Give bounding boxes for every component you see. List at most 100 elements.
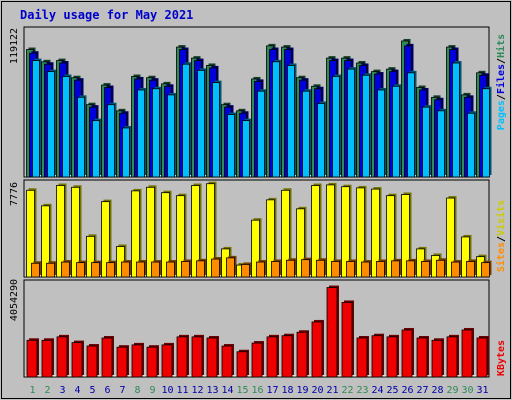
- x-tick-label-day-3: 3: [59, 385, 65, 396]
- bar-kbytes-day-4: [71, 340, 84, 378]
- bar-pages-day-21: [332, 74, 342, 178]
- x-tick-label-day-7: 7: [119, 385, 125, 396]
- bar-sites-day-22-face: [346, 261, 355, 278]
- bar-kbytes-day-26: [401, 327, 414, 378]
- bar-kbytes-day-28: [431, 338, 444, 378]
- bar-pages-day-29-face: [452, 62, 460, 178]
- x-tick-label-day-20: 20: [311, 385, 323, 396]
- bar-sites-day-29: [451, 260, 462, 278]
- bar-sites-day-2: [46, 261, 57, 278]
- bar-visits-day-10-face: [161, 192, 170, 278]
- bar-pages-day-20: [317, 101, 327, 178]
- bar-visits-day-25: [386, 193, 397, 278]
- bar-visits-day-6-face: [101, 201, 110, 278]
- bar-sites-day-17: [271, 259, 282, 278]
- bar-pages-day-31: [482, 86, 492, 178]
- x-tick-label-day-16: 16: [251, 385, 263, 396]
- bar-sites-day-29-face: [451, 261, 460, 278]
- bar-kbytes-day-24-face: [371, 335, 383, 378]
- middle-legend-slash: /: [496, 236, 507, 242]
- bar-sites-day-18-face: [286, 259, 295, 278]
- bar-kbytes-day-8: [131, 342, 144, 378]
- top-legend-pages: Pages: [496, 100, 507, 130]
- bar-pages-day-20-face: [317, 103, 325, 178]
- bar-visits-day-13: [206, 181, 217, 278]
- bar-kbytes-day-3-face: [56, 336, 68, 378]
- bar-sites-day-18: [286, 258, 297, 278]
- x-tick-label-day-25: 25: [386, 385, 398, 396]
- bar-sites-day-12-face: [196, 260, 205, 278]
- x-tick-label-day-26: 26: [401, 385, 413, 396]
- bar-kbytes-day-10-face: [161, 344, 173, 378]
- bar-kbytes-day-29-face: [446, 336, 458, 378]
- bar-visits-day-21-face: [326, 184, 335, 278]
- bar-pages-day-1-face: [32, 60, 40, 178]
- bar-sites-day-14: [226, 255, 237, 278]
- bar-pages-day-28-face: [437, 110, 445, 178]
- bar-kbytes-day-1-face: [26, 339, 38, 378]
- middle-legend-sites: Sites: [495, 242, 507, 272]
- bar-pages-day-26-face: [407, 72, 415, 178]
- bar-kbytes-day-14: [221, 344, 234, 378]
- bar-sites-day-20-face: [316, 259, 325, 278]
- bar-sites-day-8: [136, 260, 147, 278]
- bar-pages-day-23: [362, 73, 372, 178]
- bar-kbytes-day-16-face: [251, 342, 263, 378]
- bar-kbytes-day-5-face: [86, 345, 98, 378]
- bar-sites-day-22: [346, 259, 357, 278]
- bar-pages-day-7: [122, 125, 132, 178]
- x-tick-label-day-9: 9: [149, 385, 155, 396]
- bar-kbytes-day-6: [101, 336, 114, 378]
- bar-kbytes-day-31: [476, 336, 489, 378]
- x-tick-label-day-2: 2: [44, 385, 50, 396]
- bar-kbytes-day-14-face: [221, 345, 233, 378]
- bar-sites-day-15-face: [241, 264, 250, 278]
- bar-pages-day-30: [467, 111, 477, 178]
- bar-kbytes-day-21-face: [326, 287, 338, 378]
- x-tick-label-day-27: 27: [416, 385, 428, 396]
- bar-sites-day-28-face: [436, 259, 445, 278]
- x-tick-label-day-8: 8: [134, 385, 140, 396]
- bar-kbytes-day-4-face: [71, 342, 83, 378]
- bar-pages-day-9-face: [152, 88, 160, 178]
- bar-pages-day-8: [137, 87, 147, 178]
- bar-pages-day-12: [197, 68, 207, 178]
- chart-title: Daily usage for May 2021: [20, 8, 193, 22]
- bar-sites-day-30: [466, 259, 477, 278]
- bar-kbytes-day-20: [311, 319, 324, 378]
- x-tick-label-day-6: 6: [104, 385, 110, 396]
- bar-sites-day-24-face: [376, 261, 385, 278]
- bar-sites-day-3: [61, 260, 72, 278]
- bar-visits-day-16: [251, 218, 262, 278]
- bar-kbytes-day-6-face: [101, 337, 113, 378]
- bar-pages-day-5-face: [92, 120, 100, 178]
- bottom-panel-max-label: 4054290: [9, 279, 20, 321]
- bar-pages-day-11: [182, 62, 192, 178]
- bar-kbytes-day-25: [386, 334, 399, 378]
- bar-kbytes-day-24: [371, 333, 384, 378]
- x-tick-label-day-15: 15: [236, 385, 248, 396]
- bar-pages-day-25-face: [392, 85, 400, 178]
- bar-pages-day-13: [212, 80, 222, 178]
- x-tick-label-day-1: 1: [29, 385, 35, 396]
- bar-kbytes-day-18-face: [281, 335, 293, 378]
- bar-sites-day-10-face: [166, 261, 175, 278]
- bar-visits-day-6: [101, 199, 112, 278]
- bar-pages-day-15-face: [242, 120, 250, 178]
- bar-pages-day-6: [107, 102, 117, 178]
- bar-kbytes-day-2-face: [41, 339, 53, 378]
- x-tick-label-day-12: 12: [191, 385, 203, 396]
- bar-sites-day-30-face: [466, 261, 475, 278]
- bar-visits-day-26: [401, 192, 412, 278]
- bar-sites-day-19-face: [301, 259, 310, 278]
- bar-sites-day-7: [121, 260, 132, 278]
- bar-visits-day-12-face: [191, 185, 200, 278]
- x-tick-label-day-22: 22: [341, 385, 353, 396]
- bar-visits-day-12: [191, 183, 202, 278]
- bar-kbytes-day-30-face: [461, 329, 473, 378]
- bar-pages-day-21-face: [332, 76, 340, 178]
- bar-pages-day-6-face: [107, 104, 115, 178]
- x-tick-label-day-11: 11: [176, 385, 188, 396]
- middle-legend-visits: Visits: [495, 200, 507, 236]
